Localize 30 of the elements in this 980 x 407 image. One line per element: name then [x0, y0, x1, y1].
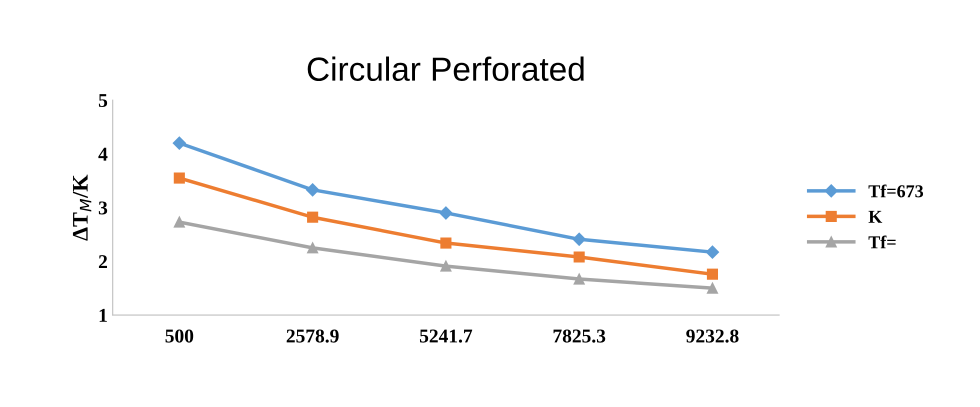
- x-tick-label: 9232.8: [686, 329, 739, 343]
- y-tick-label: 4: [98, 148, 108, 161]
- y-tick-label: 5: [98, 94, 108, 108]
- point: [174, 216, 185, 228]
- point: [706, 268, 718, 280]
- point: [574, 251, 585, 263]
- x-tick-label: 500: [166, 329, 194, 343]
- x-tick-label: 7825.3: [554, 329, 606, 343]
- point: [440, 260, 452, 272]
- point: [572, 232, 586, 246]
- point: [440, 237, 452, 249]
- legend-label: Tf=: [868, 236, 896, 248]
- y-tick-label: 2: [98, 255, 108, 268]
- point: [307, 242, 318, 254]
- point: [706, 246, 720, 259]
- y-tick-label: 3: [98, 201, 108, 215]
- point: [172, 136, 186, 150]
- y-tick-label: 1: [100, 308, 107, 322]
- chart-title: Circular Perforated: [308, 56, 584, 82]
- legend-label: K: [868, 210, 882, 223]
- point: [439, 206, 452, 220]
- point: [574, 273, 585, 285]
- point: [307, 212, 318, 223]
- point: [706, 282, 718, 294]
- point: [174, 172, 185, 184]
- legend-label: Tf=673: [868, 184, 924, 198]
- point: [306, 183, 320, 196]
- y-axis-title: ΔT$_{M}$/K: [72, 174, 92, 241]
- x-tick-label: 2578.9: [286, 329, 339, 343]
- x-tick-label: 5241.7: [420, 330, 472, 343]
